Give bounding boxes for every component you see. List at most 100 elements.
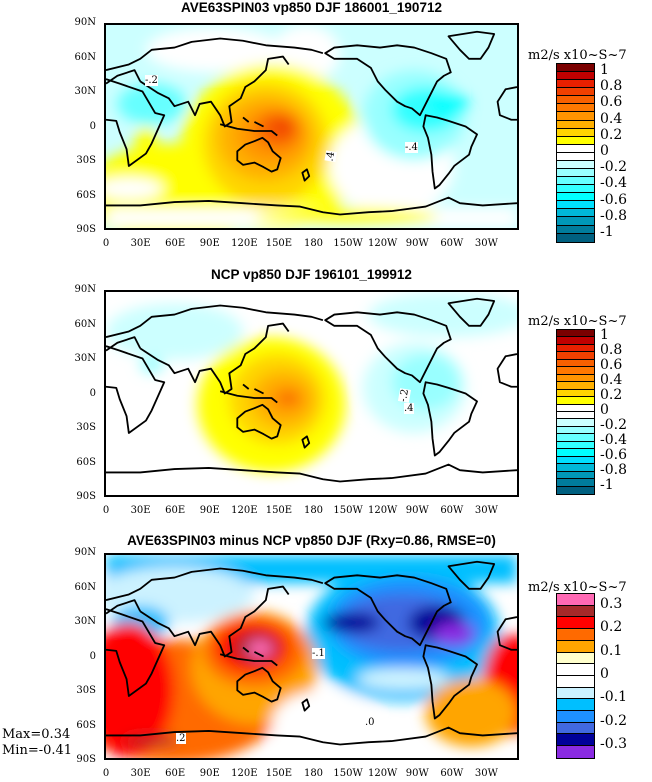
colorbar-label: -0.4 bbox=[600, 431, 627, 448]
colorbar-swatch bbox=[557, 128, 594, 137]
contour-label: -.2 bbox=[397, 388, 411, 403]
colorbar-label: 0.4 bbox=[600, 110, 623, 127]
colorbar-label: -0.2 bbox=[600, 159, 627, 176]
colorbar-swatch bbox=[557, 217, 594, 226]
colorbar-label: -0.2 bbox=[600, 416, 627, 433]
lon-tick-label: 90W bbox=[405, 238, 429, 249]
colorbar-swatch bbox=[557, 367, 594, 375]
colorbar-swatch bbox=[557, 664, 594, 676]
max-value: Max=0.34 bbox=[2, 727, 71, 742]
colorbar-swatch bbox=[557, 160, 594, 170]
lon-tick-label: 90W bbox=[405, 768, 429, 779]
lon-tick-label: 90W bbox=[405, 505, 429, 516]
colorbar-swatch bbox=[557, 344, 594, 353]
colorbar-swatch bbox=[557, 104, 594, 113]
lon-tick-label: 120E bbox=[231, 238, 258, 249]
contour-label: -.1 bbox=[312, 648, 325, 659]
lat-tick-label: 60N bbox=[74, 51, 96, 63]
lon-tick-label: 90E bbox=[199, 238, 220, 249]
colorbar-swatch bbox=[557, 209, 594, 218]
colorbar-swatch bbox=[557, 687, 594, 700]
colorbar-swatch bbox=[557, 397, 594, 405]
lon-tick-label: 120E bbox=[231, 768, 258, 779]
colorbar-swatch bbox=[557, 434, 594, 442]
colorbar-swatch bbox=[557, 80, 594, 89]
units-label-3: m2/s x10~S~7 bbox=[528, 580, 627, 595]
colorbar-swatch bbox=[557, 96, 594, 105]
colorbar-swatch bbox=[557, 746, 594, 758]
lon-tick-label: 30E bbox=[130, 238, 151, 249]
lat-tick-label: 90S bbox=[76, 224, 96, 235]
lon-tick-label: 180 bbox=[303, 505, 324, 516]
colorbar-swatch bbox=[557, 330, 594, 338]
lat-tick-label: 30N bbox=[74, 86, 96, 97]
colorbar-swatch bbox=[557, 337, 594, 345]
colorbar-label: -0.6 bbox=[600, 446, 627, 463]
colorbar-swatch bbox=[557, 233, 594, 242]
colorbar-swatch bbox=[557, 456, 594, 465]
colorbar-swatch bbox=[557, 374, 594, 383]
lon-tick-label: 0 bbox=[102, 505, 110, 516]
lon-tick-label: 30W bbox=[474, 768, 498, 779]
panel-3-title: AVE63SPIN03 minus NCP vp850 DJF (Rxy=0.8… bbox=[127, 533, 496, 548]
lon-tick-label: 60E bbox=[165, 768, 186, 779]
lon-tick-label: 150E bbox=[265, 505, 293, 516]
contour-label: .0 bbox=[365, 717, 375, 728]
colorbar-swatch bbox=[557, 136, 594, 145]
colorbar-swatch bbox=[557, 64, 594, 73]
colorbar-swatch bbox=[557, 722, 594, 735]
colorbar-swatch bbox=[557, 419, 594, 427]
colorbar-label: -0.2 bbox=[600, 712, 627, 729]
panel-1-map bbox=[104, 23, 519, 230]
units-label-2: m2/s x10~S~7 bbox=[528, 314, 627, 329]
colorbar-swatch bbox=[557, 359, 594, 368]
contour-label: .4 bbox=[404, 403, 414, 414]
colorbar-label: 0.2 bbox=[600, 126, 623, 143]
colorbar-swatch bbox=[557, 594, 594, 606]
colorbar-label: -1 bbox=[600, 476, 614, 493]
lat-tick-label: 30N bbox=[74, 616, 96, 627]
lon-tick-label: 60W bbox=[440, 238, 464, 249]
lon-tick-label: 120W bbox=[367, 768, 398, 779]
lon-tick-label: 120W bbox=[367, 238, 398, 249]
colorbar-swatch bbox=[557, 382, 594, 390]
lon-tick-label: 150W bbox=[333, 768, 363, 779]
colorbar-swatch bbox=[557, 185, 594, 194]
lat-tick-label: 60N bbox=[74, 318, 96, 330]
colorbar-label: 0 bbox=[600, 402, 609, 418]
colorbar-swatch bbox=[557, 711, 594, 723]
colorbar-swatch bbox=[557, 426, 594, 435]
colorbar-swatch bbox=[557, 629, 594, 641]
colorbar-label: 0.8 bbox=[600, 78, 623, 95]
lat-tick-label: 0 bbox=[89, 120, 96, 132]
colorbar-swatch bbox=[557, 486, 594, 494]
panel-2-title: NCP vp850 DJF 196101_199912 bbox=[211, 267, 412, 282]
colorbar-swatch bbox=[557, 404, 594, 412]
lat-tick-label: 90N bbox=[74, 547, 96, 558]
colorbar-label: -0.6 bbox=[600, 191, 627, 208]
colorbar-label: 1 bbox=[600, 327, 609, 344]
lat-tick-label: 60S bbox=[76, 719, 96, 731]
colorbar-label: 0.3 bbox=[600, 595, 623, 612]
lat-tick-label: 90N bbox=[74, 284, 96, 295]
colorbar-swatch bbox=[557, 152, 594, 161]
colorbar-swatch bbox=[557, 464, 594, 472]
lat-tick-label: 30S bbox=[76, 422, 96, 433]
lon-tick-label: 60W bbox=[440, 768, 464, 779]
lon-tick-label: 90E bbox=[199, 768, 220, 779]
colorbar-label: 1 bbox=[600, 62, 609, 79]
colorbar-label: 0.2 bbox=[600, 619, 623, 636]
colorbar-label: 0 bbox=[600, 666, 609, 682]
colorbar-swatch bbox=[557, 441, 594, 450]
colorbar-swatch bbox=[557, 72, 594, 81]
lon-tick-label: 150E bbox=[265, 238, 293, 249]
colorbar-swatch bbox=[557, 640, 594, 653]
lon-tick-label: 60W bbox=[440, 505, 464, 516]
lat-tick-label: 0 bbox=[89, 650, 96, 662]
contour-label: .4 bbox=[324, 150, 338, 163]
colorbar-label: 0.6 bbox=[600, 94, 623, 111]
colorbar-swatch bbox=[557, 169, 594, 178]
colorbar-swatch bbox=[557, 471, 594, 480]
lat-tick-label: 90N bbox=[74, 17, 96, 28]
colorbar-label: 0 bbox=[600, 143, 609, 159]
